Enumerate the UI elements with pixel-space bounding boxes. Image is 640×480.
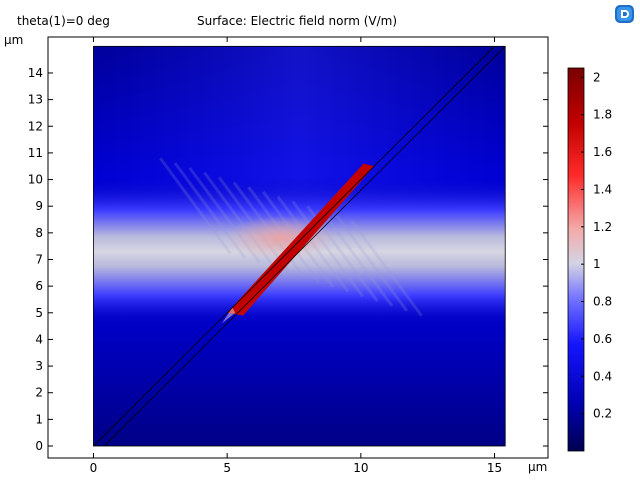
field-surface xyxy=(93,46,506,447)
colorbar-tick-label: 1.2 xyxy=(593,220,612,234)
colorbar-scale: 0.2 0.4 0.6 0.8 1 1.2 1.4 1.6 1.8 2 xyxy=(581,70,612,421)
interface-line xyxy=(103,46,506,447)
y-tick-label: 9 xyxy=(35,199,43,213)
interface-line xyxy=(93,46,495,447)
plot-title: Surface: Electric field norm (V/m) xyxy=(197,14,397,28)
domain-border xyxy=(93,45,506,447)
x-tick-label: 5 xyxy=(223,461,231,475)
comsol-logo-icon[interactable] xyxy=(615,5,634,23)
colorbar-tick-label: 0.2 xyxy=(593,407,612,421)
colorbar-tick-label: 0.4 xyxy=(593,369,612,383)
field-ripple xyxy=(159,157,232,255)
y-tick-label: 0 xyxy=(35,439,43,453)
colorbar-tick-label: 1.6 xyxy=(593,145,612,159)
colorbar-tick-label: 0.6 xyxy=(593,332,612,346)
field-ripple xyxy=(350,219,423,317)
colorbar-tick-label: 1.8 xyxy=(593,108,612,122)
colorbar-tick-label: 0.8 xyxy=(593,295,612,309)
field-ripple xyxy=(320,210,394,307)
parameter-label: theta(1)=0 deg xyxy=(17,14,110,28)
x-tick-label: 0 xyxy=(90,461,98,475)
waveguide-interface xyxy=(93,46,506,447)
colorbar-tick-label: 1 xyxy=(593,257,601,271)
y-tick-label: 2 xyxy=(35,386,43,400)
y-tick-label: 14 xyxy=(28,66,43,80)
y-tick-label: 7 xyxy=(35,252,43,266)
axes-frame xyxy=(47,36,549,459)
y-tick-label: 11 xyxy=(28,146,43,160)
y-axis-unit: μm xyxy=(4,33,23,47)
y-tick-label: 8 xyxy=(35,226,43,240)
y-tick-label: 13 xyxy=(28,93,43,107)
colorbar-tick-label: 2 xyxy=(593,70,601,84)
y-tick-label: 4 xyxy=(35,332,43,346)
field-ripple xyxy=(335,214,408,312)
y-tick-label: 1 xyxy=(35,412,43,426)
y-tick-label: 6 xyxy=(35,279,43,293)
y-tick-label: 12 xyxy=(28,119,43,133)
y-tick-label: 5 xyxy=(35,306,43,320)
y-tick-label: 10 xyxy=(28,173,43,187)
x-axis-unit: μm xyxy=(528,460,547,474)
colorbar xyxy=(567,67,585,452)
y-tick-label: 3 xyxy=(35,359,43,373)
x-axis: 0 5 10 15 xyxy=(90,37,502,475)
x-tick-label: 15 xyxy=(487,461,502,475)
colorbar-tick-label: 1.4 xyxy=(593,182,612,196)
x-tick-label: 10 xyxy=(353,461,368,475)
